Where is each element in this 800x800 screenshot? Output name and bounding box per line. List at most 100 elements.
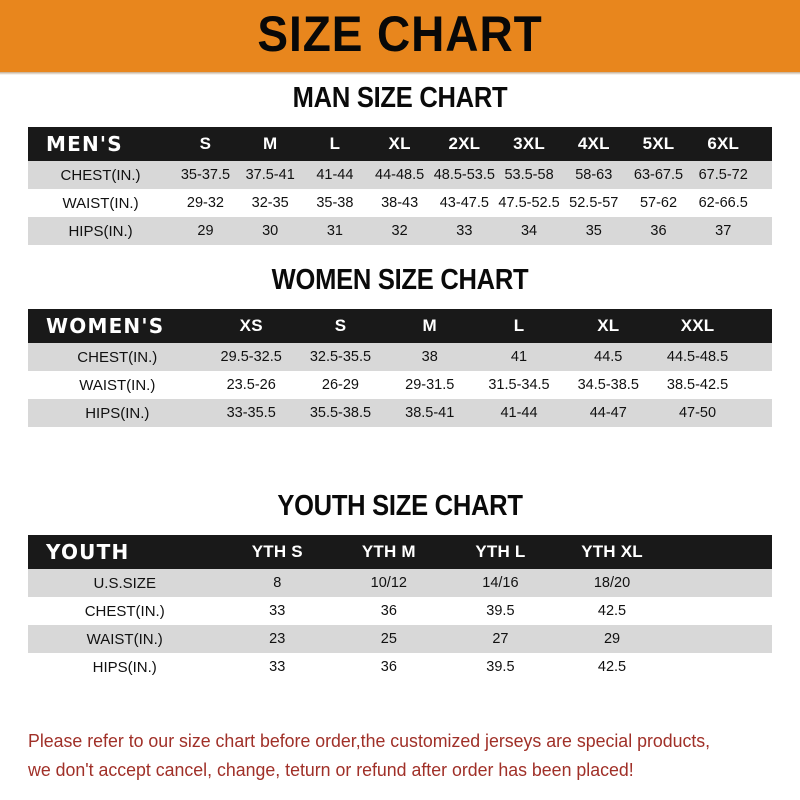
table-row: HIPS(IN.) 33-35.5 35.5-38.5 38.5-41 41-44 44-… bbox=[28, 399, 772, 427]
men-cell-r3-c5: 33 bbox=[456, 223, 473, 239]
men-row-label-3: HIPS(IN.) bbox=[68, 222, 133, 240]
youth-row-label-1: U.S.SIZE bbox=[93, 574, 156, 592]
men-cell-r2-c7: 52.5-57 bbox=[569, 195, 619, 211]
man-size-chart-title: MAN SIZE CHART bbox=[292, 82, 508, 114]
men-cell-r1-c2: 37.5-41 bbox=[245, 167, 295, 183]
youth-cell-r1-c4: 18/20 bbox=[593, 575, 631, 591]
men-cell-r3-c2: 30 bbox=[262, 223, 279, 239]
women-cell-r3-c1: 33-35.5 bbox=[226, 405, 276, 421]
women-size-header-6: XXL bbox=[680, 316, 715, 335]
youth-cell-r1-c1: 8 bbox=[273, 575, 282, 591]
men-cell-r1-c4: 44-48.5 bbox=[375, 167, 425, 183]
women-size-header-2: S bbox=[334, 316, 347, 335]
women-cell-r1-c2: 32.5-35.5 bbox=[309, 349, 372, 365]
table-row: WAIST(IN.) 29-32 32-35 35-38 38-43 43-47.5 47.… bbox=[28, 189, 772, 217]
order-policy-line-2: we don't accept cancel, change, teturn o… bbox=[28, 759, 634, 780]
man-table-body: MEN'S S M L XL 2XL 3XL 4XL 5XL 6XL CHEST(IN.) 35-37… bbox=[28, 127, 772, 245]
youth-cell-r3-c4: 29 bbox=[603, 631, 621, 647]
youth-table-wrapper: YOUTH YTH S YTH M YTH L YTH XL U.S.SIZE 8 10/12… bbox=[28, 535, 772, 681]
youth-cell-r4-c2: 36 bbox=[380, 659, 397, 675]
men-cell-r2-c5: 43-47.5 bbox=[439, 195, 489, 211]
youth-cell-r3-c2: 25 bbox=[380, 631, 397, 647]
youth-row-spacer-3 bbox=[668, 625, 772, 653]
table-row: WAIST(IN.) 23.5-26 26-29 29-31.5 31.5-34.5 34… bbox=[28, 371, 772, 399]
men-size-header-3: L bbox=[329, 134, 341, 153]
table-row: HIPS(IN.) 29 30 31 32 33 34 35 36 37 bbox=[28, 217, 772, 245]
women-row-spacer-2 bbox=[742, 371, 772, 399]
women-cell-r2-c1: 23.5-26 bbox=[226, 377, 276, 393]
men-cell-r3-c8: 36 bbox=[650, 223, 667, 239]
youth-row-spacer-4 bbox=[668, 653, 772, 681]
men-size-header-7: 4XL bbox=[577, 134, 610, 153]
women-size-header-4: L bbox=[513, 316, 525, 335]
men-size-header-1: S bbox=[199, 134, 212, 153]
women-header-label: WOMEN'S bbox=[46, 314, 165, 338]
youth-size-table: YOUTH YTH S YTH M YTH L YTH XL U.S.SIZE 8 10/12… bbox=[28, 535, 772, 681]
youth-size-header-4: YTH XL bbox=[581, 542, 643, 561]
men-row-spacer-1 bbox=[756, 161, 772, 189]
women-size-header-3: M bbox=[422, 316, 437, 335]
youth-cell-r1-c3: 14/16 bbox=[482, 575, 519, 591]
youth-cell-r2-c3: 39.5 bbox=[486, 603, 515, 619]
women-cell-r2-c4: 31.5-34.5 bbox=[488, 377, 550, 393]
men-cell-r1-c7: 58-63 bbox=[575, 167, 613, 183]
youth-row-label-3: WAIST(IN.) bbox=[86, 630, 163, 648]
men-cell-r3-c3: 31 bbox=[326, 223, 343, 239]
women-size-chart-title: WOMEN SIZE CHART bbox=[271, 264, 529, 296]
man-size-chart-section: MAN SIZE CHART MEN'S S M L XL 2XL 3XL 4XL 5XL 6XL… bbox=[28, 84, 772, 245]
youth-size-chart-section: YOUTH SIZE CHART YOUTH YTH S YTH M YTH L YTH… bbox=[28, 492, 772, 681]
women-cell-r1-c4: 41 bbox=[510, 349, 528, 365]
table-row: CHEST(IN.) 33 36 39.5 42.5 bbox=[28, 597, 772, 625]
women-row-spacer-1 bbox=[742, 343, 772, 371]
men-row-label-1: CHEST(IN.) bbox=[60, 166, 141, 184]
youth-cell-r4-c1: 33 bbox=[269, 659, 286, 675]
table-row: HIPS(IN.) 33 36 39.5 42.5 bbox=[28, 653, 772, 681]
man-size-table: MEN'S S M L XL 2XL 3XL 4XL 5XL 6XL CHEST(IN.) 35-37… bbox=[28, 127, 772, 245]
men-cell-r1-c9: 67.5-72 bbox=[698, 167, 748, 183]
women-size-table: WOMEN'S XS S M L XL XXL CHEST(IN.) 29.5-32.5 32.5… bbox=[28, 309, 772, 427]
banner-shadow-divider bbox=[0, 72, 800, 75]
order-policy-line-1: Please refer to our size chart before or… bbox=[28, 730, 711, 751]
men-size-header-6: 3XL bbox=[513, 134, 545, 153]
men-size-header-5: 2XL bbox=[448, 134, 481, 153]
men-row-spacer-3 bbox=[756, 217, 772, 245]
men-cell-r2-c9: 62-66.5 bbox=[698, 195, 748, 211]
page-title: SIZE CHART bbox=[257, 6, 543, 62]
youth-header-spacer bbox=[668, 535, 772, 569]
men-size-header-9: 6XL bbox=[707, 134, 740, 153]
men-header-spacer bbox=[756, 127, 772, 161]
women-cell-r1-c5: 44.5 bbox=[594, 349, 623, 365]
youth-size-chart-title: YOUTH SIZE CHART bbox=[277, 490, 523, 522]
man-table-wrapper: MEN'S S M L XL 2XL 3XL 4XL 5XL 6XL CHEST(IN.) 35-37… bbox=[28, 127, 772, 245]
men-header-label: MEN'S bbox=[46, 132, 123, 156]
men-cell-r2-c3: 35-38 bbox=[316, 195, 354, 211]
men-cell-r3-c1: 29 bbox=[197, 223, 214, 239]
men-row-label-2: WAIST(IN.) bbox=[62, 194, 139, 212]
men-size-header-4: XL bbox=[388, 134, 411, 153]
youth-cell-r2-c1: 33 bbox=[269, 603, 286, 619]
youth-size-header-1: YTH S bbox=[251, 542, 303, 561]
youth-cell-r3-c3: 27 bbox=[492, 631, 509, 647]
youth-cell-r2-c2: 36 bbox=[380, 603, 397, 619]
youth-cell-r4-c4: 42.5 bbox=[597, 659, 627, 675]
men-row-spacer-2 bbox=[756, 189, 772, 217]
women-cell-r3-c4: 41-44 bbox=[500, 405, 538, 421]
women-cell-r2-c3: 29-31.5 bbox=[405, 377, 455, 393]
women-cell-r3-c6: 47-50 bbox=[678, 405, 717, 421]
men-cell-r3-c6: 34 bbox=[520, 223, 538, 239]
women-size-header-5: XL bbox=[597, 316, 620, 335]
men-cell-r1-c5: 48.5-53.5 bbox=[433, 167, 495, 183]
women-row-label-3: HIPS(IN.) bbox=[85, 404, 150, 422]
youth-size-header-3: YTH L bbox=[475, 542, 526, 561]
table-row: CHEST(IN.) 29.5-32.5 32.5-35.5 38 41 44.5 44.5… bbox=[28, 343, 772, 371]
men-cell-r1-c3: 41-44 bbox=[316, 167, 354, 183]
youth-cell-r1-c2: 10/12 bbox=[370, 575, 407, 591]
women-table-body: WOMEN'S XS S M L XL XXL CHEST(IN.) 29.5-32.5 32.5… bbox=[28, 309, 772, 427]
women-cell-r3-c5: 44-47 bbox=[589, 405, 627, 421]
men-cell-r3-c4: 32 bbox=[391, 223, 408, 239]
women-cell-r2-c6: 38.5-42.5 bbox=[666, 377, 729, 393]
men-cell-r2-c4: 38-43 bbox=[381, 195, 419, 211]
order-policy-note: Please refer to our size chart before or… bbox=[28, 726, 746, 784]
women-row-label-2: WAIST(IN.) bbox=[79, 376, 156, 394]
